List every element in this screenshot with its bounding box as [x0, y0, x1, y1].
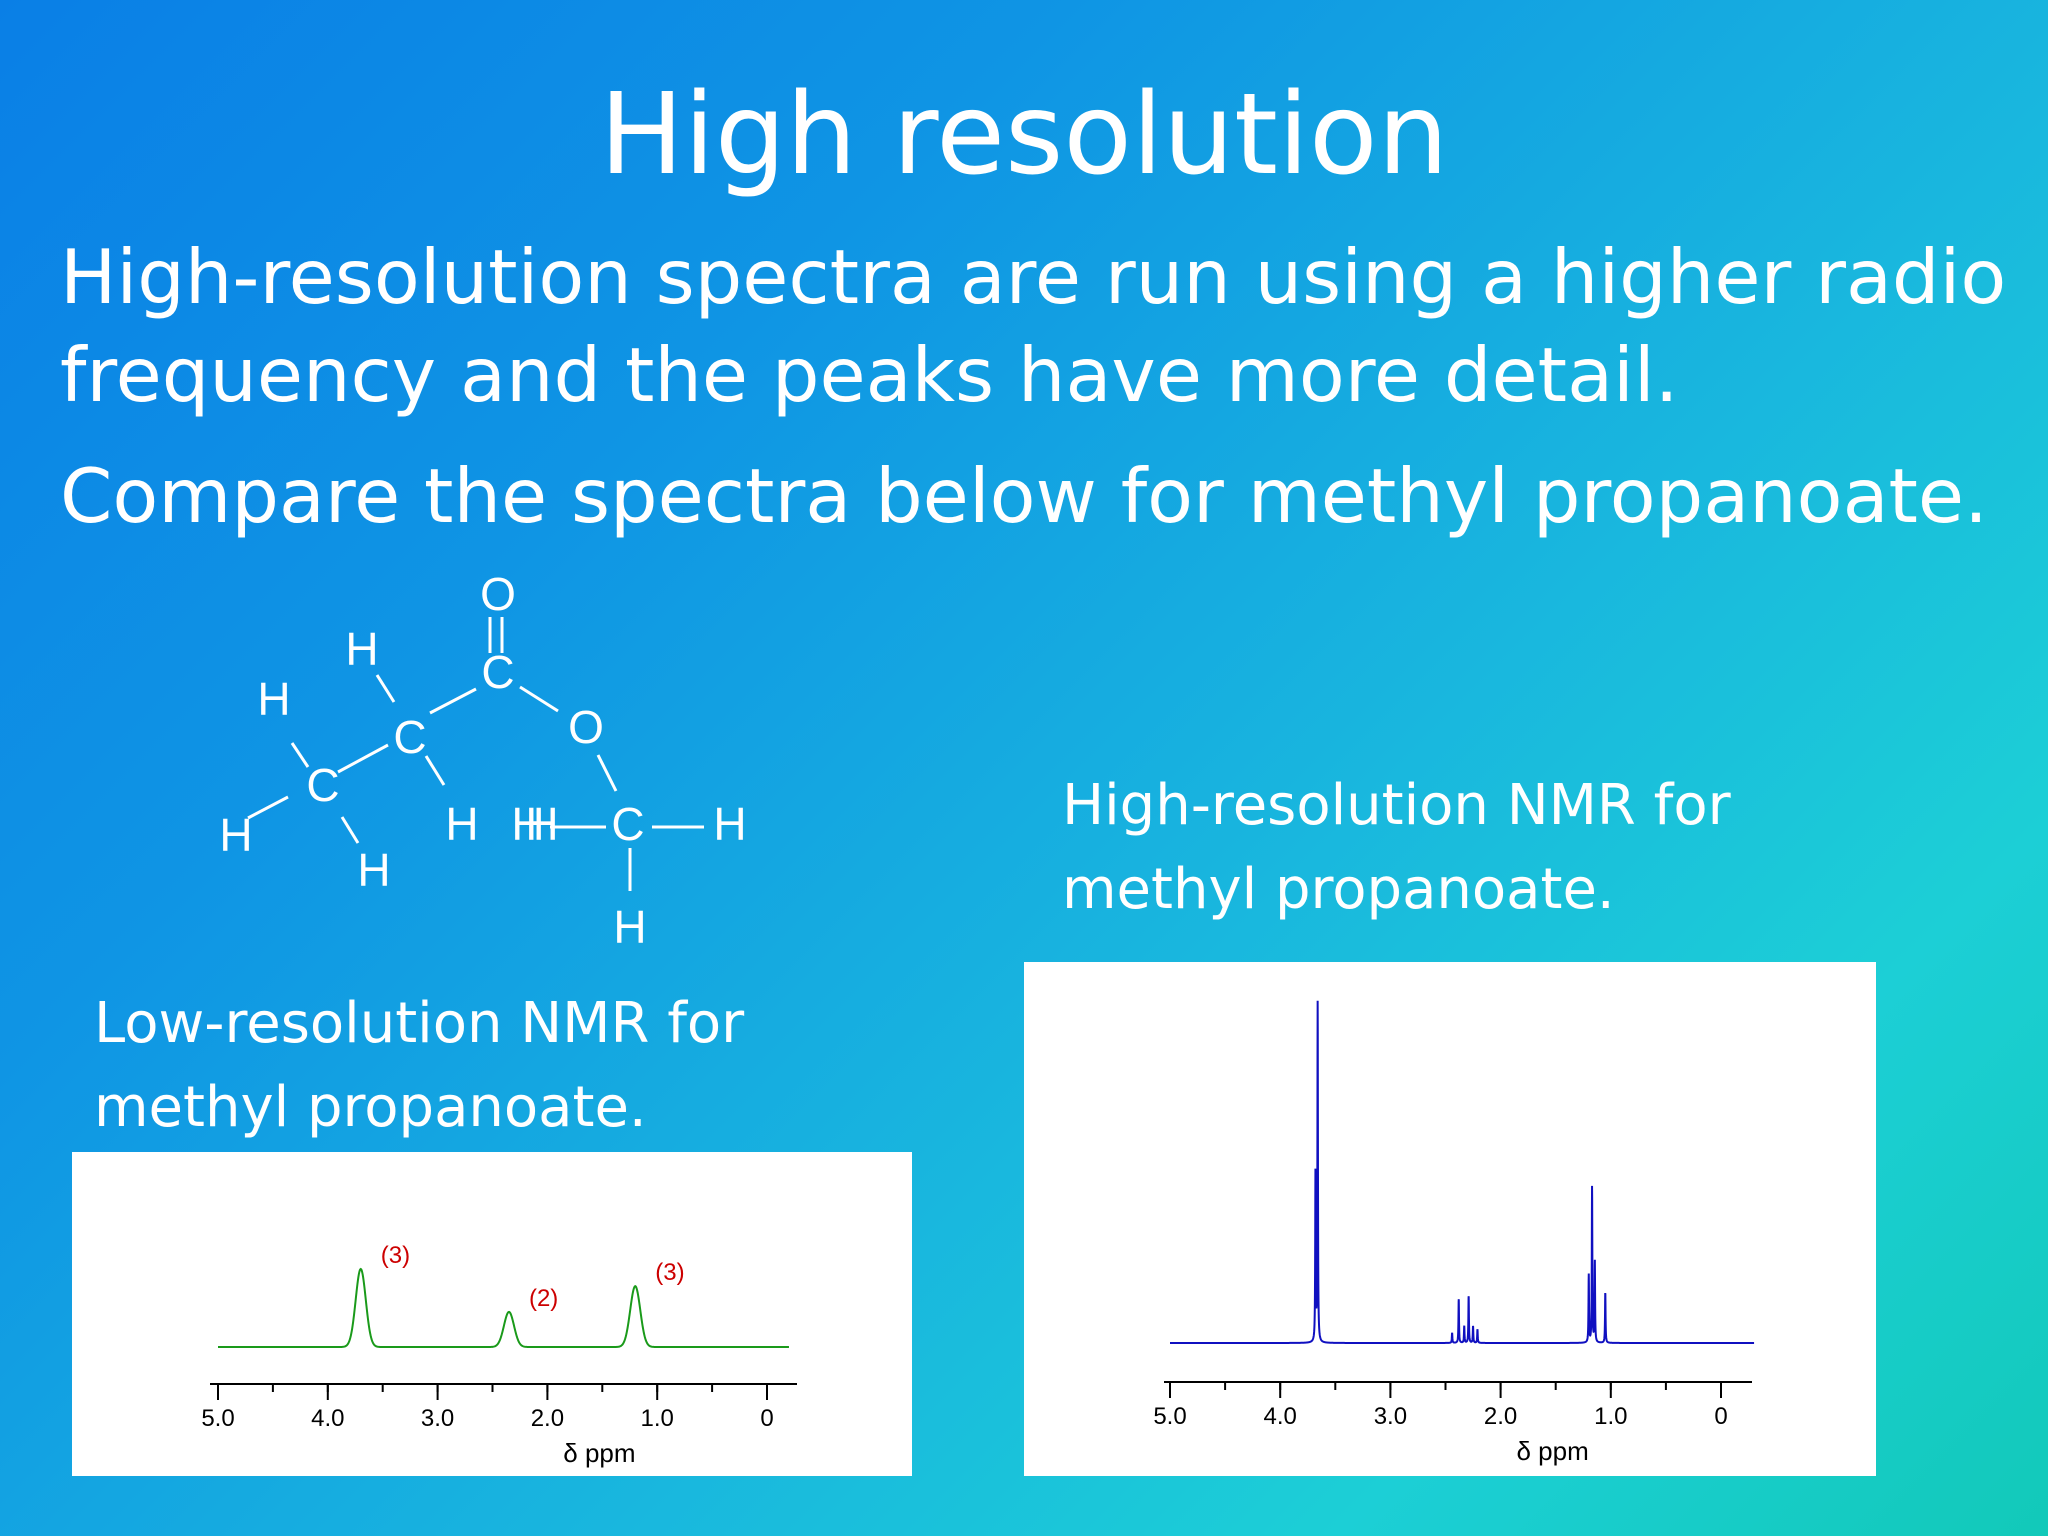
- atom-h: H: [219, 809, 252, 861]
- methyl-propanoate-structure: H H H C H C H H C O O H C H H: [219, 568, 746, 953]
- x-tick-label: 2.0: [531, 1405, 564, 1432]
- atom-c: C: [393, 711, 426, 763]
- x-tick-label: 5.0: [201, 1405, 234, 1432]
- x-tick-label: 0: [1714, 1403, 1727, 1430]
- peak-integration-label: (2): [529, 1285, 558, 1312]
- x-tick-label: 3.0: [1374, 1403, 1407, 1430]
- spectrum-trace: [218, 1267, 789, 1348]
- atom-o: O: [568, 701, 604, 753]
- x-axis-label: δ ppm: [1516, 1436, 1588, 1466]
- spectrum-trace: [1170, 1000, 1755, 1344]
- atom-c: C: [611, 798, 644, 850]
- x-tick-label: 5.0: [1153, 1403, 1186, 1430]
- low-resolution-spectrum: (3) (2) (3) 5.0 4.0 3.0 2.0 1.0 0 δ ppm: [72, 1152, 912, 1476]
- intro-paragraph: High-resolution spectra are run using a …: [60, 233, 2007, 419]
- atom-c: C: [481, 646, 514, 698]
- x-tick-label: 3.0: [421, 1405, 454, 1432]
- peak-integration-label: (3): [655, 1259, 684, 1286]
- atom-h: H: [713, 798, 746, 850]
- atom-h: H: [525, 798, 558, 850]
- peak-integration-label: (3): [381, 1242, 410, 1269]
- high-resolution-chart: 5.0 4.0 3.0 2.0 1.0 0 δ ppm: [1153, 1000, 1755, 1466]
- x-tick-label: 1.0: [1594, 1403, 1627, 1430]
- high-resolution-caption: High-resolution NMR for methyl propanoat…: [1062, 773, 1731, 922]
- atom-h: H: [511, 798, 544, 850]
- high-resolution-spectrum: 5.0 4.0 3.0 2.0 1.0 0 δ ppm: [1024, 962, 1876, 1476]
- compare-paragraph: Compare the spectra below for methyl pro…: [60, 452, 1988, 540]
- x-tick-label: 2.0: [1484, 1403, 1517, 1430]
- atom-h: H: [445, 798, 478, 850]
- x-tick-label: 4.0: [1264, 1403, 1297, 1430]
- x-tick-label: 4.0: [311, 1405, 344, 1432]
- low-resolution-chart: (3) (2) (3) 5.0 4.0 3.0 2.0 1.0 0 δ ppm: [201, 1242, 797, 1468]
- atom-c: C: [306, 759, 339, 811]
- atom-h: H: [357, 844, 390, 896]
- atom-h: H: [257, 673, 290, 725]
- slide-title: High resolution: [599, 70, 1449, 200]
- x-axis-label: δ ppm: [563, 1438, 635, 1468]
- atom-h: H: [613, 901, 646, 953]
- atom-o: O: [480, 568, 516, 620]
- low-resolution-caption: Low-resolution NMR for methyl propanoate…: [94, 991, 745, 1140]
- atom-h: H: [345, 623, 378, 675]
- x-tick-label: 1.0: [641, 1405, 674, 1432]
- x-tick-label: 0: [760, 1405, 773, 1432]
